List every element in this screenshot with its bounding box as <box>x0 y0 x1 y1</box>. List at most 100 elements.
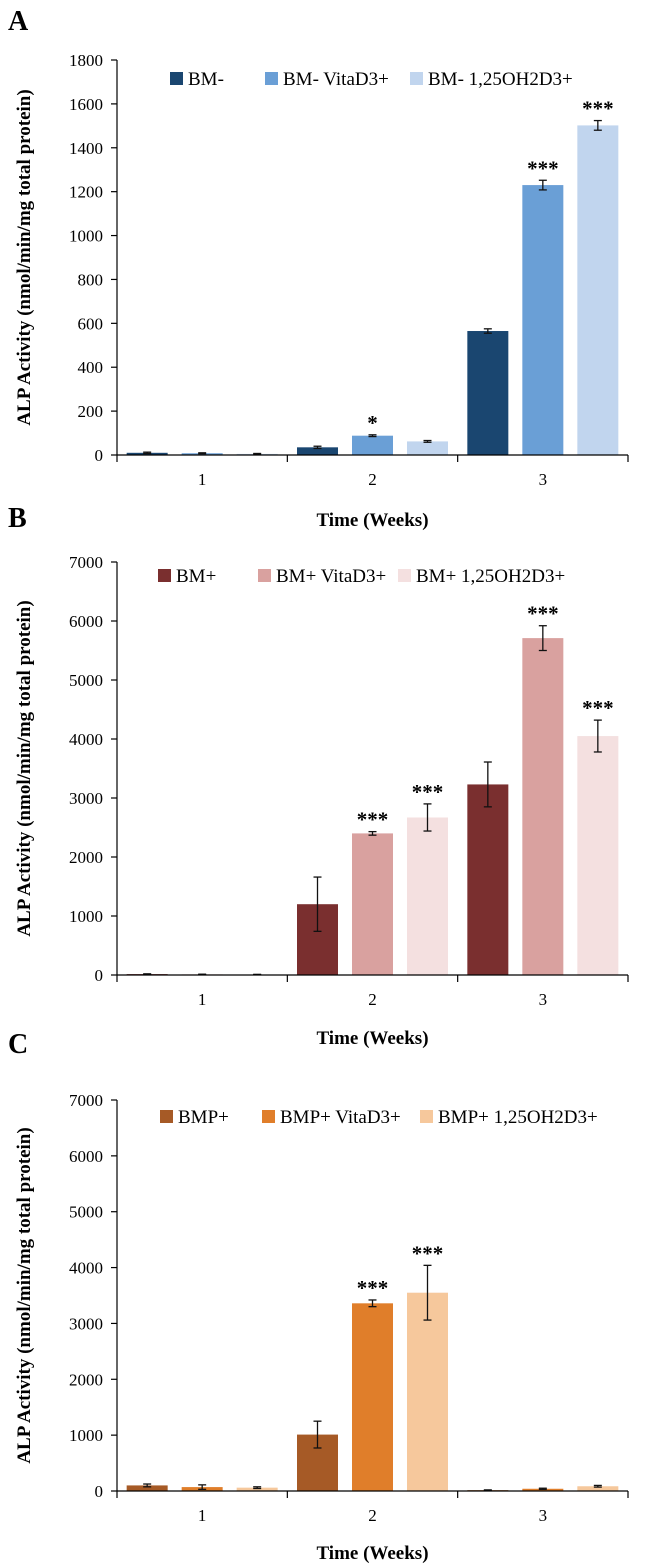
error-bar <box>483 1489 492 1492</box>
bar <box>352 435 393 455</box>
bar <box>407 441 448 455</box>
y-tick-label: 0 <box>95 446 104 465</box>
error-bar <box>538 625 547 652</box>
bar <box>236 1487 278 1491</box>
legend-label: BM+ <box>176 566 216 587</box>
legend-label: BM- <box>188 69 224 90</box>
y-axis-title: ALP Activity (nmol/min/mg total protein) <box>14 89 35 425</box>
y-tick-label: 7000 <box>69 1091 103 1110</box>
significance-label: *** <box>582 97 614 121</box>
legend-swatch <box>410 72 423 85</box>
y-tick-label: 3000 <box>69 789 103 808</box>
error-bar <box>143 451 152 455</box>
legend-swatch <box>420 1110 433 1123</box>
chart-panel-b: B *** *** *** *** 0 1000 2000 3000 4000 5000 6000 70… <box>8 503 629 1049</box>
x-tick-label: 3 <box>539 470 548 489</box>
x-axis-title: Time (Weeks) <box>316 1543 428 1564</box>
x-tick-label: 3 <box>539 1506 548 1525</box>
y-tick-label: 800 <box>78 270 104 289</box>
legend-item: BM- 1,25OH2D3+ <box>410 69 573 90</box>
y-tick-label: 6000 <box>69 1147 103 1166</box>
error-bar <box>368 1299 377 1308</box>
bar <box>577 1486 619 1491</box>
error-bar <box>538 1487 547 1490</box>
legend-label: BMP+ VitaD3+ <box>280 1107 401 1128</box>
legend-swatch <box>170 72 183 85</box>
bar <box>467 331 509 455</box>
y-tick-label: 7000 <box>69 553 103 572</box>
legend-swatch <box>160 1110 173 1123</box>
legend-swatch <box>258 569 271 582</box>
x-tick-label: 3 <box>539 990 548 1009</box>
y-tick-label: 5000 <box>69 671 103 690</box>
y-tick-label: 1800 <box>69 51 103 70</box>
y-tick-label: 1200 <box>69 183 103 202</box>
x-tick-label: 1 <box>198 990 207 1009</box>
x-tick-label: 1 <box>198 1506 207 1525</box>
legend: BMP+ BMP+ VitaD3+ BMP+ 1,25OH2D3+ <box>160 1107 598 1128</box>
error-bar <box>593 719 602 753</box>
error-bar <box>313 1420 322 1449</box>
bar <box>522 185 564 456</box>
y-tick-label: 200 <box>78 402 104 421</box>
legend-item: BM+ 1,25OH2D3+ <box>398 566 565 587</box>
x-axis-title: Time (Weeks) <box>316 1028 428 1049</box>
bar <box>352 1303 393 1491</box>
legend-label: BM- 1,25OH2D3+ <box>428 69 573 90</box>
error-bar <box>423 439 432 443</box>
y-tick-label: 0 <box>95 966 104 985</box>
error-bar <box>368 434 377 438</box>
y-axis-title: ALP Activity (nmol/min/mg total protein) <box>14 600 35 936</box>
y-tick-label: 0 <box>95 1482 104 1501</box>
legend: BM- BM- VitaD3+ BM- 1,25OH2D3+ <box>170 69 573 90</box>
error-bar <box>313 876 322 932</box>
panel-letter: C <box>8 1029 28 1060</box>
y-tick-label: 1000 <box>69 1426 103 1445</box>
x-tick-label: 2 <box>368 470 377 489</box>
y-tick-label: 2000 <box>69 1370 103 1389</box>
error-bar <box>423 1264 432 1321</box>
significance-label: *** <box>412 780 444 804</box>
y-axis-title: ALP Activity (nmol/min/mg total protein) <box>14 1127 35 1463</box>
x-axis-title: Time (Weeks) <box>316 510 428 531</box>
legend-swatch <box>265 72 278 85</box>
error-bar <box>313 445 322 450</box>
error-bar <box>538 179 547 191</box>
y-tick-label: 4000 <box>69 1259 103 1278</box>
error-bar <box>423 803 432 832</box>
y-tick-label: 3000 <box>69 1314 103 1333</box>
y-tick-label: 6000 <box>69 612 103 631</box>
bar <box>352 833 393 975</box>
x-tick-label: 1 <box>198 470 207 489</box>
legend-item: BM+ VitaD3+ <box>258 566 386 587</box>
bar <box>577 125 619 456</box>
y-tick-label: 4000 <box>69 730 103 749</box>
error-bar <box>483 761 492 808</box>
panel-letter: A <box>8 6 29 37</box>
legend-swatch <box>398 569 411 582</box>
error-bar <box>593 1484 602 1488</box>
legend-item: BM+ <box>158 566 216 587</box>
y-tick-label: 400 <box>78 358 104 377</box>
bar <box>407 1292 448 1491</box>
legend-label: BM+ 1,25OH2D3+ <box>416 566 565 587</box>
y-tick-label: 2000 <box>69 848 103 867</box>
significance-label: *** <box>527 156 559 180</box>
legend-label: BMP+ <box>178 1107 229 1128</box>
chart-panel-c: C *** *** 0 1000 2000 3000 4000 5000 6000 7000 1 2 3 T… <box>8 1029 629 1564</box>
bar <box>126 1485 168 1491</box>
y-tick-label: 1000 <box>69 907 103 926</box>
error-bar <box>143 973 152 976</box>
chart-panel-a: A*******02004006008001000120014001600180… <box>8 6 629 531</box>
bar <box>297 447 338 455</box>
legend-label: BM+ VitaD3+ <box>276 566 386 587</box>
panel-letter: B <box>8 503 27 534</box>
significance-label: *** <box>582 696 614 720</box>
error-bar <box>253 1486 262 1490</box>
legend: BM+ BM+ VitaD3+ BM+ 1,25OH2D3+ <box>158 566 565 587</box>
x-tick-label: 2 <box>368 1506 377 1525</box>
legend-label: BMP+ 1,25OH2D3+ <box>438 1107 598 1128</box>
error-bar <box>368 830 377 836</box>
error-bar <box>253 452 262 455</box>
legend-item: BMP+ <box>160 1107 229 1128</box>
